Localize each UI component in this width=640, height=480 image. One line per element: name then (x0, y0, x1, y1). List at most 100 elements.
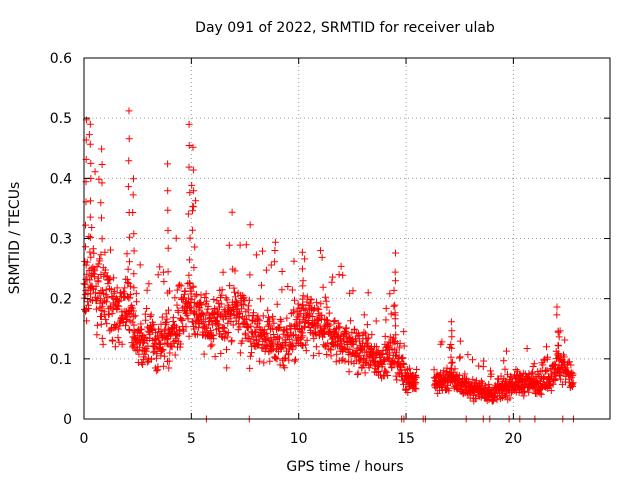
data-point (85, 305, 93, 312)
data-point (487, 370, 495, 378)
data-point (166, 349, 174, 357)
data-point (272, 354, 280, 362)
data-point (242, 331, 249, 339)
data-point (447, 341, 455, 348)
data-point (354, 369, 362, 377)
data-point (153, 332, 161, 340)
data-point (190, 325, 198, 333)
data-point (143, 286, 151, 294)
data-point (292, 356, 299, 364)
data-point (299, 316, 307, 324)
data-point (86, 140, 94, 148)
data-point (448, 344, 456, 352)
data-point (554, 327, 562, 335)
data-point (171, 294, 179, 302)
data-point (184, 210, 192, 218)
data-point (288, 339, 296, 347)
data-point (497, 395, 505, 403)
data-point (188, 181, 196, 189)
data-point (381, 332, 389, 340)
data-point (223, 346, 230, 354)
data-point (98, 214, 105, 222)
data-point (276, 334, 283, 342)
data-point (87, 159, 95, 167)
data-point (381, 367, 389, 375)
data-point (211, 353, 219, 361)
data-point (303, 336, 311, 344)
chart-title: Day 091 of 2022, SRMTID for receiver ula… (195, 20, 495, 36)
data-point (193, 290, 201, 298)
data-point (315, 349, 323, 357)
data-point (178, 316, 186, 324)
data-point (298, 325, 306, 333)
data-point (448, 376, 456, 384)
data-point (248, 349, 255, 357)
data-point (412, 374, 420, 382)
data-point (278, 286, 286, 294)
data-point (164, 187, 172, 195)
data-point (392, 331, 400, 339)
data-point (125, 157, 133, 165)
data-point (185, 271, 193, 279)
data-point (207, 342, 215, 350)
data-point (246, 221, 254, 229)
data-point (209, 321, 217, 329)
data-point (377, 371, 384, 379)
data-point (485, 380, 493, 388)
data-point (392, 352, 400, 360)
data-point (98, 334, 106, 342)
data-point (392, 249, 399, 257)
data-point (324, 320, 332, 328)
data-point (158, 347, 165, 355)
data-point (160, 278, 168, 286)
data-point (445, 387, 453, 395)
data-point (86, 248, 94, 256)
data-point (326, 321, 334, 329)
data-point (125, 107, 133, 115)
data-point (171, 351, 179, 359)
data-point (333, 350, 341, 358)
data-point (305, 317, 313, 324)
data-point (267, 325, 274, 333)
data-point (393, 348, 400, 356)
data-point (448, 327, 456, 335)
data-point (569, 370, 577, 378)
data-point (186, 189, 194, 197)
data-point (554, 341, 562, 349)
data-point (343, 330, 350, 338)
data-point (536, 389, 544, 397)
data-point (347, 317, 355, 325)
data-point (229, 321, 237, 329)
data-point (95, 175, 103, 183)
data-point (257, 295, 264, 303)
data-point (190, 264, 198, 272)
data-point (218, 332, 226, 340)
data-point (382, 316, 390, 324)
data-point (390, 302, 398, 310)
data-point (565, 358, 573, 366)
data-point (263, 329, 271, 337)
data-point (230, 284, 238, 292)
data-point (189, 283, 197, 291)
data-point (181, 287, 189, 295)
data-point (95, 260, 103, 268)
data-point (97, 271, 105, 278)
data-point (555, 357, 563, 365)
data-point (384, 354, 391, 362)
data-point (391, 301, 399, 309)
data-point (164, 226, 172, 234)
data-point (360, 311, 368, 319)
data-point (246, 352, 254, 360)
data-point (159, 334, 167, 341)
data-point (552, 361, 559, 369)
data-point (288, 286, 296, 294)
data-point (234, 302, 242, 310)
data-point (231, 288, 238, 296)
data-point (240, 293, 248, 301)
data-point (118, 340, 126, 348)
data-point (525, 388, 533, 396)
data-point (404, 389, 412, 396)
data-point (469, 356, 476, 364)
x-tick-label: 15 (397, 431, 415, 447)
data-point (94, 294, 102, 302)
